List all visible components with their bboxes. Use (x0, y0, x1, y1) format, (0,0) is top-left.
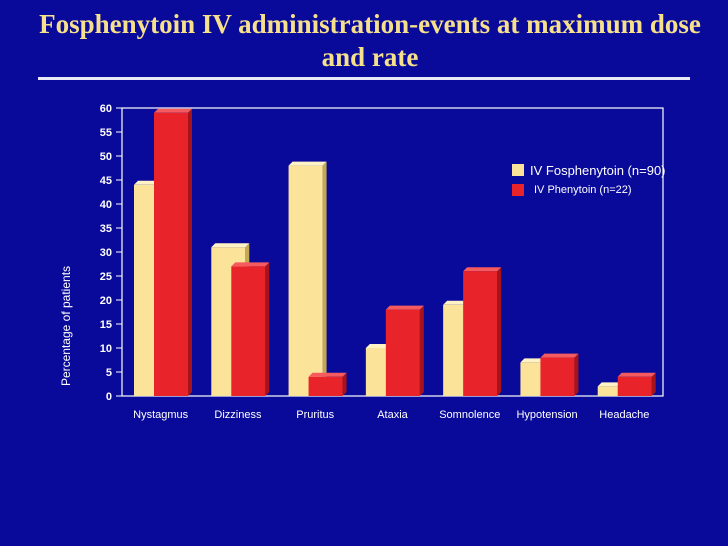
bar-side-phenytoin (574, 353, 579, 396)
bar-side-phenytoin (265, 262, 270, 396)
bar-top-phenytoin (540, 353, 579, 358)
y-axis-label: Percentage of patients (59, 265, 73, 387)
legend-item-fosphenytoin: IV Fosphenytoin (n=90) (512, 160, 666, 180)
x-tick-label: Ataxia (377, 409, 408, 421)
x-tick-label: Headache (599, 409, 649, 421)
y-tick-label: 30 (100, 247, 112, 259)
x-tick-label: Dizziness (214, 409, 262, 421)
bar-phenytoin (385, 309, 420, 396)
bar-top-phenytoin (385, 305, 424, 310)
y-tick-label: 5 (106, 367, 112, 379)
y-tick-label: 15 (100, 319, 112, 331)
bar-phenytoin (540, 357, 575, 396)
bar-side-phenytoin (188, 108, 192, 397)
title-underline (38, 77, 690, 80)
y-tick-label: 25 (100, 271, 112, 283)
legend-label-phenytoin: IV Phenytoin (n=22) (534, 184, 632, 196)
bar-fosphenytoin (288, 165, 323, 396)
y-tick-label: 50 (100, 151, 112, 163)
x-tick-label: Pruritus (296, 409, 334, 421)
y-tick-label: 45 (100, 175, 112, 187)
bar-side-phenytoin (651, 372, 656, 396)
y-tick-label: 20 (100, 295, 112, 307)
y-tick-label: 40 (100, 199, 112, 211)
x-tick-label: Hypotension (516, 409, 577, 421)
bar-top-phenytoin (463, 267, 502, 272)
legend-swatch-phenytoin (512, 184, 524, 196)
bar-phenytoin (463, 271, 498, 396)
bar-phenytoin (231, 266, 266, 396)
bar-top-phenytoin (617, 372, 656, 377)
legend-swatch-fosphenytoin (512, 164, 524, 176)
x-tick-label: Nystagmus (133, 409, 189, 421)
bar-side-phenytoin (419, 305, 424, 396)
legend-item-phenytoin: IV Phenytoin (n=22) (512, 180, 666, 200)
y-tick-label: 10 (100, 343, 112, 355)
bar-top-phenytoin (154, 108, 192, 113)
legend: IV Fosphenytoin (n=90) IV Phenytoin (n=2… (512, 160, 666, 200)
bar-side-phenytoin (497, 267, 502, 396)
x-tick-label: Somnolence (439, 409, 500, 421)
y-tick-label: 0 (106, 391, 112, 403)
y-tick-label: 35 (100, 223, 112, 235)
bar-top-fosphenytoin (211, 243, 250, 248)
bar-phenytoin (617, 376, 652, 396)
y-tick-label: 55 (100, 127, 112, 139)
bar-phenytoin (154, 112, 188, 397)
bar-phenytoin (308, 376, 343, 396)
bar-fosphenytoin (597, 386, 632, 396)
bar-side-phenytoin (342, 372, 347, 396)
slide-title: Fosphenytoin IV administration-events at… (39, 9, 701, 72)
bar-side-fosphenytoin (322, 161, 327, 396)
bar-top-fosphenytoin (288, 161, 327, 166)
y-tick-label: 60 (100, 103, 112, 115)
bar-top-phenytoin (308, 372, 347, 377)
legend-label-fosphenytoin: IV Fosphenytoin (n=90) (530, 162, 666, 178)
bar-top-phenytoin (231, 262, 270, 267)
